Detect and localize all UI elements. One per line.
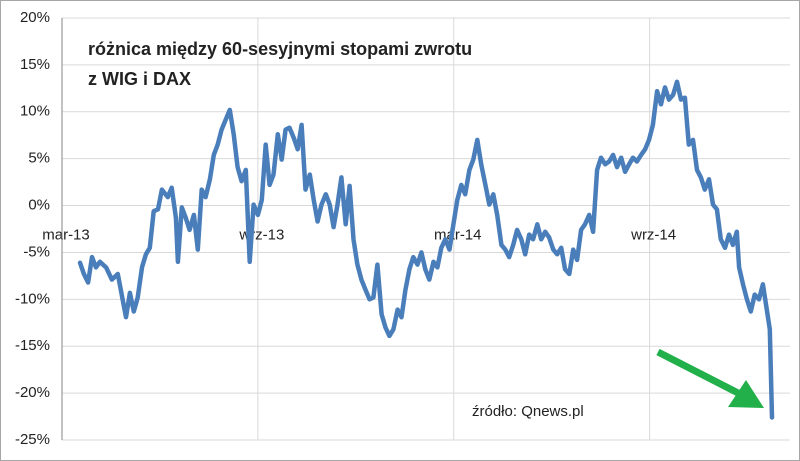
y-tick-label: -20% (15, 384, 50, 401)
y-tick-label: -25% (15, 431, 50, 448)
y-tick-label: 10% (20, 103, 50, 120)
y-tick-label: -15% (15, 337, 50, 354)
arrow (656, 348, 764, 408)
source-note: źródło: Qnews.pl (472, 403, 584, 420)
chart-title: z WIG i DAX (88, 69, 191, 89)
y-tick-label: 5% (28, 150, 50, 167)
y-tick-label: 15% (20, 56, 50, 73)
y-tick-label: 20% (20, 9, 50, 26)
chart-title: różnica między 60-sesyjnymi stopami zwro… (88, 39, 472, 59)
y-tick-label: 0% (28, 197, 50, 214)
x-tick-label: wrz-14 (630, 227, 676, 244)
y-tick-label: -10% (15, 290, 50, 307)
y-tick-label: -5% (23, 243, 50, 260)
x-tick-label: mar-14 (434, 227, 482, 244)
x-tick-label: wrz-13 (238, 227, 284, 244)
data-line (77, 79, 775, 420)
x-tick-label: mar-13 (42, 227, 90, 244)
